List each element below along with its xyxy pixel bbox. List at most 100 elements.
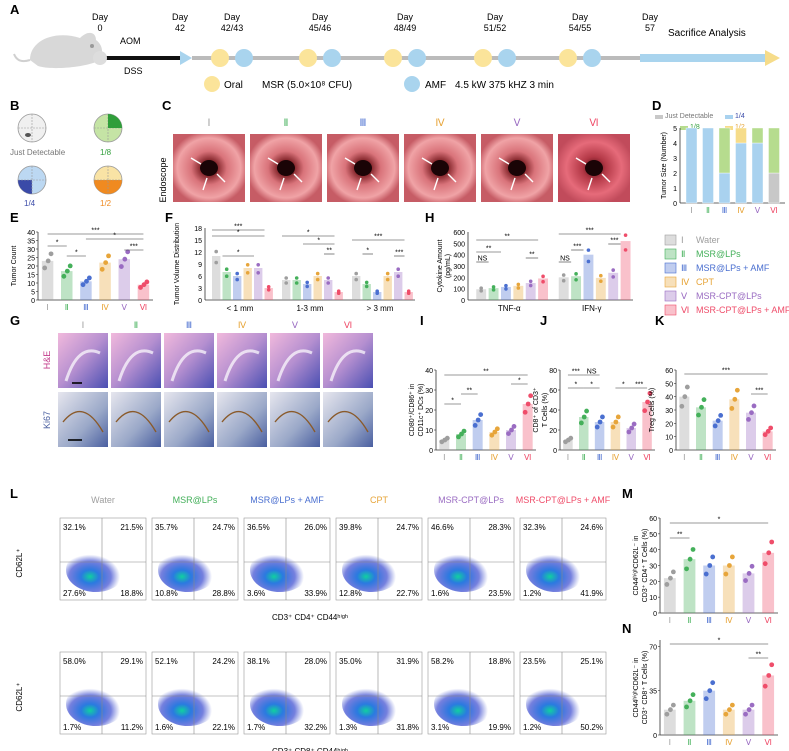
lesion-arrow-1-0 [267,157,279,165]
F-point-1-2-a [305,280,310,285]
H-bar-1-1 [571,276,582,300]
flow-quadrant-0-0-1: 21.5% [120,523,143,532]
M-point-0-1 [668,575,673,581]
flow-quadrant-1-0-0: 58.0% [63,657,86,666]
oral-dot-0 [211,49,229,67]
N-point-4-1 [746,707,752,713]
E-point-0-0 [42,265,48,271]
F-point-0-5-a [266,285,271,289]
d-ytick-0: 0 [673,201,677,208]
K-point-3-1 [732,396,738,402]
F-point-2-1-b [364,284,369,289]
panel-label-j: J [540,313,547,328]
K-xtick-0: Ⅰ [683,453,685,462]
F-bar-1-5 [334,292,343,300]
flow-density-1-3 [342,682,402,726]
K-ytick-2: 20 [665,421,673,428]
I-bar-4 [506,430,516,450]
E-bar-5 [137,284,150,300]
F-point-0-2-b [235,277,239,282]
N-point-3-0 [723,711,729,717]
F-point-0-3-b [245,271,250,275]
panel-label-i: I [420,313,424,328]
chart-d-tumor-size: Just Detectable 1/4 1/8 1/2 0 1 2 3 4 5 Tumor Size… [655,113,785,215]
K-ytick-4: 40 [665,395,673,402]
F-point-1-3-b [315,277,320,282]
H-point-0-2-a [504,283,508,288]
F-bar-1-1 [292,280,301,300]
E-ytick-5: 25 [27,256,35,263]
amf-dot-3 [498,49,516,67]
lesion-arrow-0-0 [190,157,202,165]
d-bar-2-2 [718,127,731,174]
N-xtick-0: Ⅰ [669,738,671,747]
ki67-stain-4 [274,410,316,433]
F-point-0-3-a [245,263,250,267]
d-ytick-4: 4 [673,141,677,148]
flow-quadrant-0-1-1: 24.7% [212,523,235,532]
K-point-1-0 [696,412,701,418]
J-sig-5: *** [635,382,643,389]
H-group-label-0: TNF-α [498,304,521,313]
flow-quadrant-0-1-0: 35.7% [155,523,178,532]
histo-group-1: Ⅱ [134,320,138,330]
J-sig-3: * [590,382,593,389]
d-bar-4-2 [751,127,764,144]
F-point-2-0-a [354,271,359,276]
lumen-4 [508,160,526,176]
J-point-1-1 [581,414,587,420]
J-point-3-0 [610,424,616,430]
F-point-1-1-a [294,276,299,280]
I-bar-2 [472,420,483,450]
H-point-1-3-b [599,279,603,284]
N-point-2-2 [710,680,716,686]
H-ytick-6: 600 [453,230,465,237]
K-point-5-0 [762,432,768,438]
flow-quadrant-1-1-1: 24.2% [212,657,235,666]
timeline-day-2: Day [224,12,241,22]
legend-name-0: Water [696,235,720,245]
timeline-day-4: 48/49 [394,23,417,33]
N-point-4-0 [743,711,748,717]
F-group-label-2: > 3 mm [367,304,394,313]
K-point-0-2 [684,384,690,390]
timeline-day-1: Day [172,12,189,22]
E-sig-2: *** [91,228,99,235]
K-point-2-0 [712,423,718,429]
F-bar-0-0 [212,256,221,300]
amf-dot-2 [408,49,426,67]
flow-title-3: CPT [370,495,389,505]
H-point-0-3-a [516,282,521,287]
mouse-icon [13,32,102,69]
H-sig-4: NS [560,256,570,263]
N-point-0-1 [668,707,673,713]
E-xtick-3: Ⅳ [101,303,109,312]
flow-quadrant-1-3-2: 1.3% [339,723,357,732]
H-sig-1: ** [486,246,492,253]
E-xtick-1: Ⅱ [65,303,69,312]
F-point-2-4-a [396,267,401,272]
he-label: H&E [42,351,52,370]
flow-quadrant-0-0-2: 27.6% [63,589,86,598]
endoscope-images: Ⅰ Ⅱ Ⅲ Ⅳ Ⅴ Ⅵ [173,118,630,202]
legend-name-3: CPT [696,277,715,287]
I-point-3-0 [489,432,495,438]
E-point-4-1 [122,256,128,262]
H-point-0-0-b [479,289,484,293]
I-xtick-0: Ⅰ [443,453,445,462]
F-bar-2-1 [362,284,371,300]
flow-title-0: Water [91,495,115,505]
M-ylabel-1: CD3⁺ CD4⁺ T Cells (%) [642,529,649,603]
legend-num-4: Ⅴ [681,291,688,301]
E-sig-1: * [75,250,78,257]
K-point-4-0 [746,416,751,422]
E-point-2-1 [84,278,89,284]
E-point-4-0 [118,264,124,269]
flow-quadrant-1-3-0: 35.0% [339,657,362,666]
F-point-2-1-a [364,280,369,285]
H-ylabel-0: Cytokine Amount [437,239,444,292]
d-bar-3-3 [735,127,747,144]
J-point-1-2 [584,408,589,414]
I-ytick-3: 30 [425,388,433,395]
